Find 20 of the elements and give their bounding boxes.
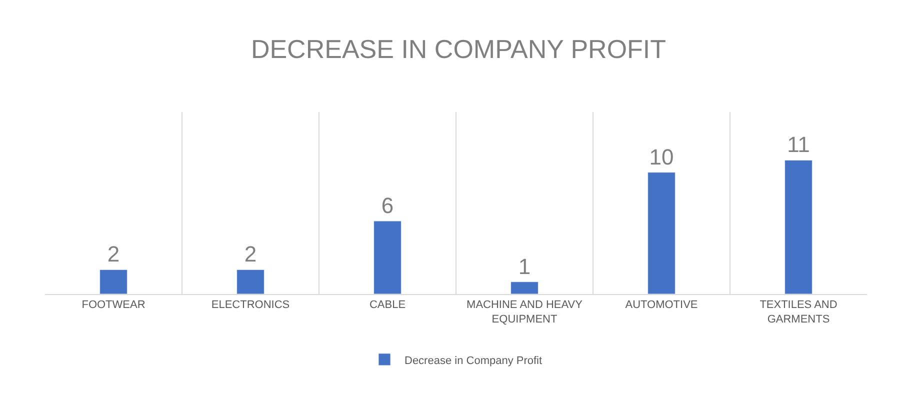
x-tick-label: MACHINE AND HEAVY EQUIPMENT	[466, 299, 584, 326]
bar	[236, 269, 264, 294]
x-tick-label: CABLE	[369, 299, 406, 312]
legend-label: Decrease in Company Profit	[404, 354, 542, 367]
data-label: 1	[518, 254, 531, 279]
bar	[648, 172, 676, 294]
data-label: 10	[649, 144, 674, 170]
x-tick-label: AUTOMOTIVE	[625, 299, 698, 312]
chart-title: DECREASE IN COMPANY PROFIT	[250, 34, 666, 64]
data-label: 2	[107, 242, 120, 267]
bar	[100, 269, 128, 294]
data-label: 6	[381, 193, 394, 218]
x-tick-label: FOOTWEAR	[82, 299, 146, 312]
data-label: 11	[787, 132, 810, 158]
x-tick-label: ELECTRONICS	[211, 299, 290, 312]
bar	[510, 282, 538, 294]
bar	[374, 220, 402, 294]
data-label: 2	[244, 242, 257, 267]
bar	[784, 160, 812, 294]
x-tick-label: TEXTILES AND GARMENTS	[760, 299, 838, 326]
